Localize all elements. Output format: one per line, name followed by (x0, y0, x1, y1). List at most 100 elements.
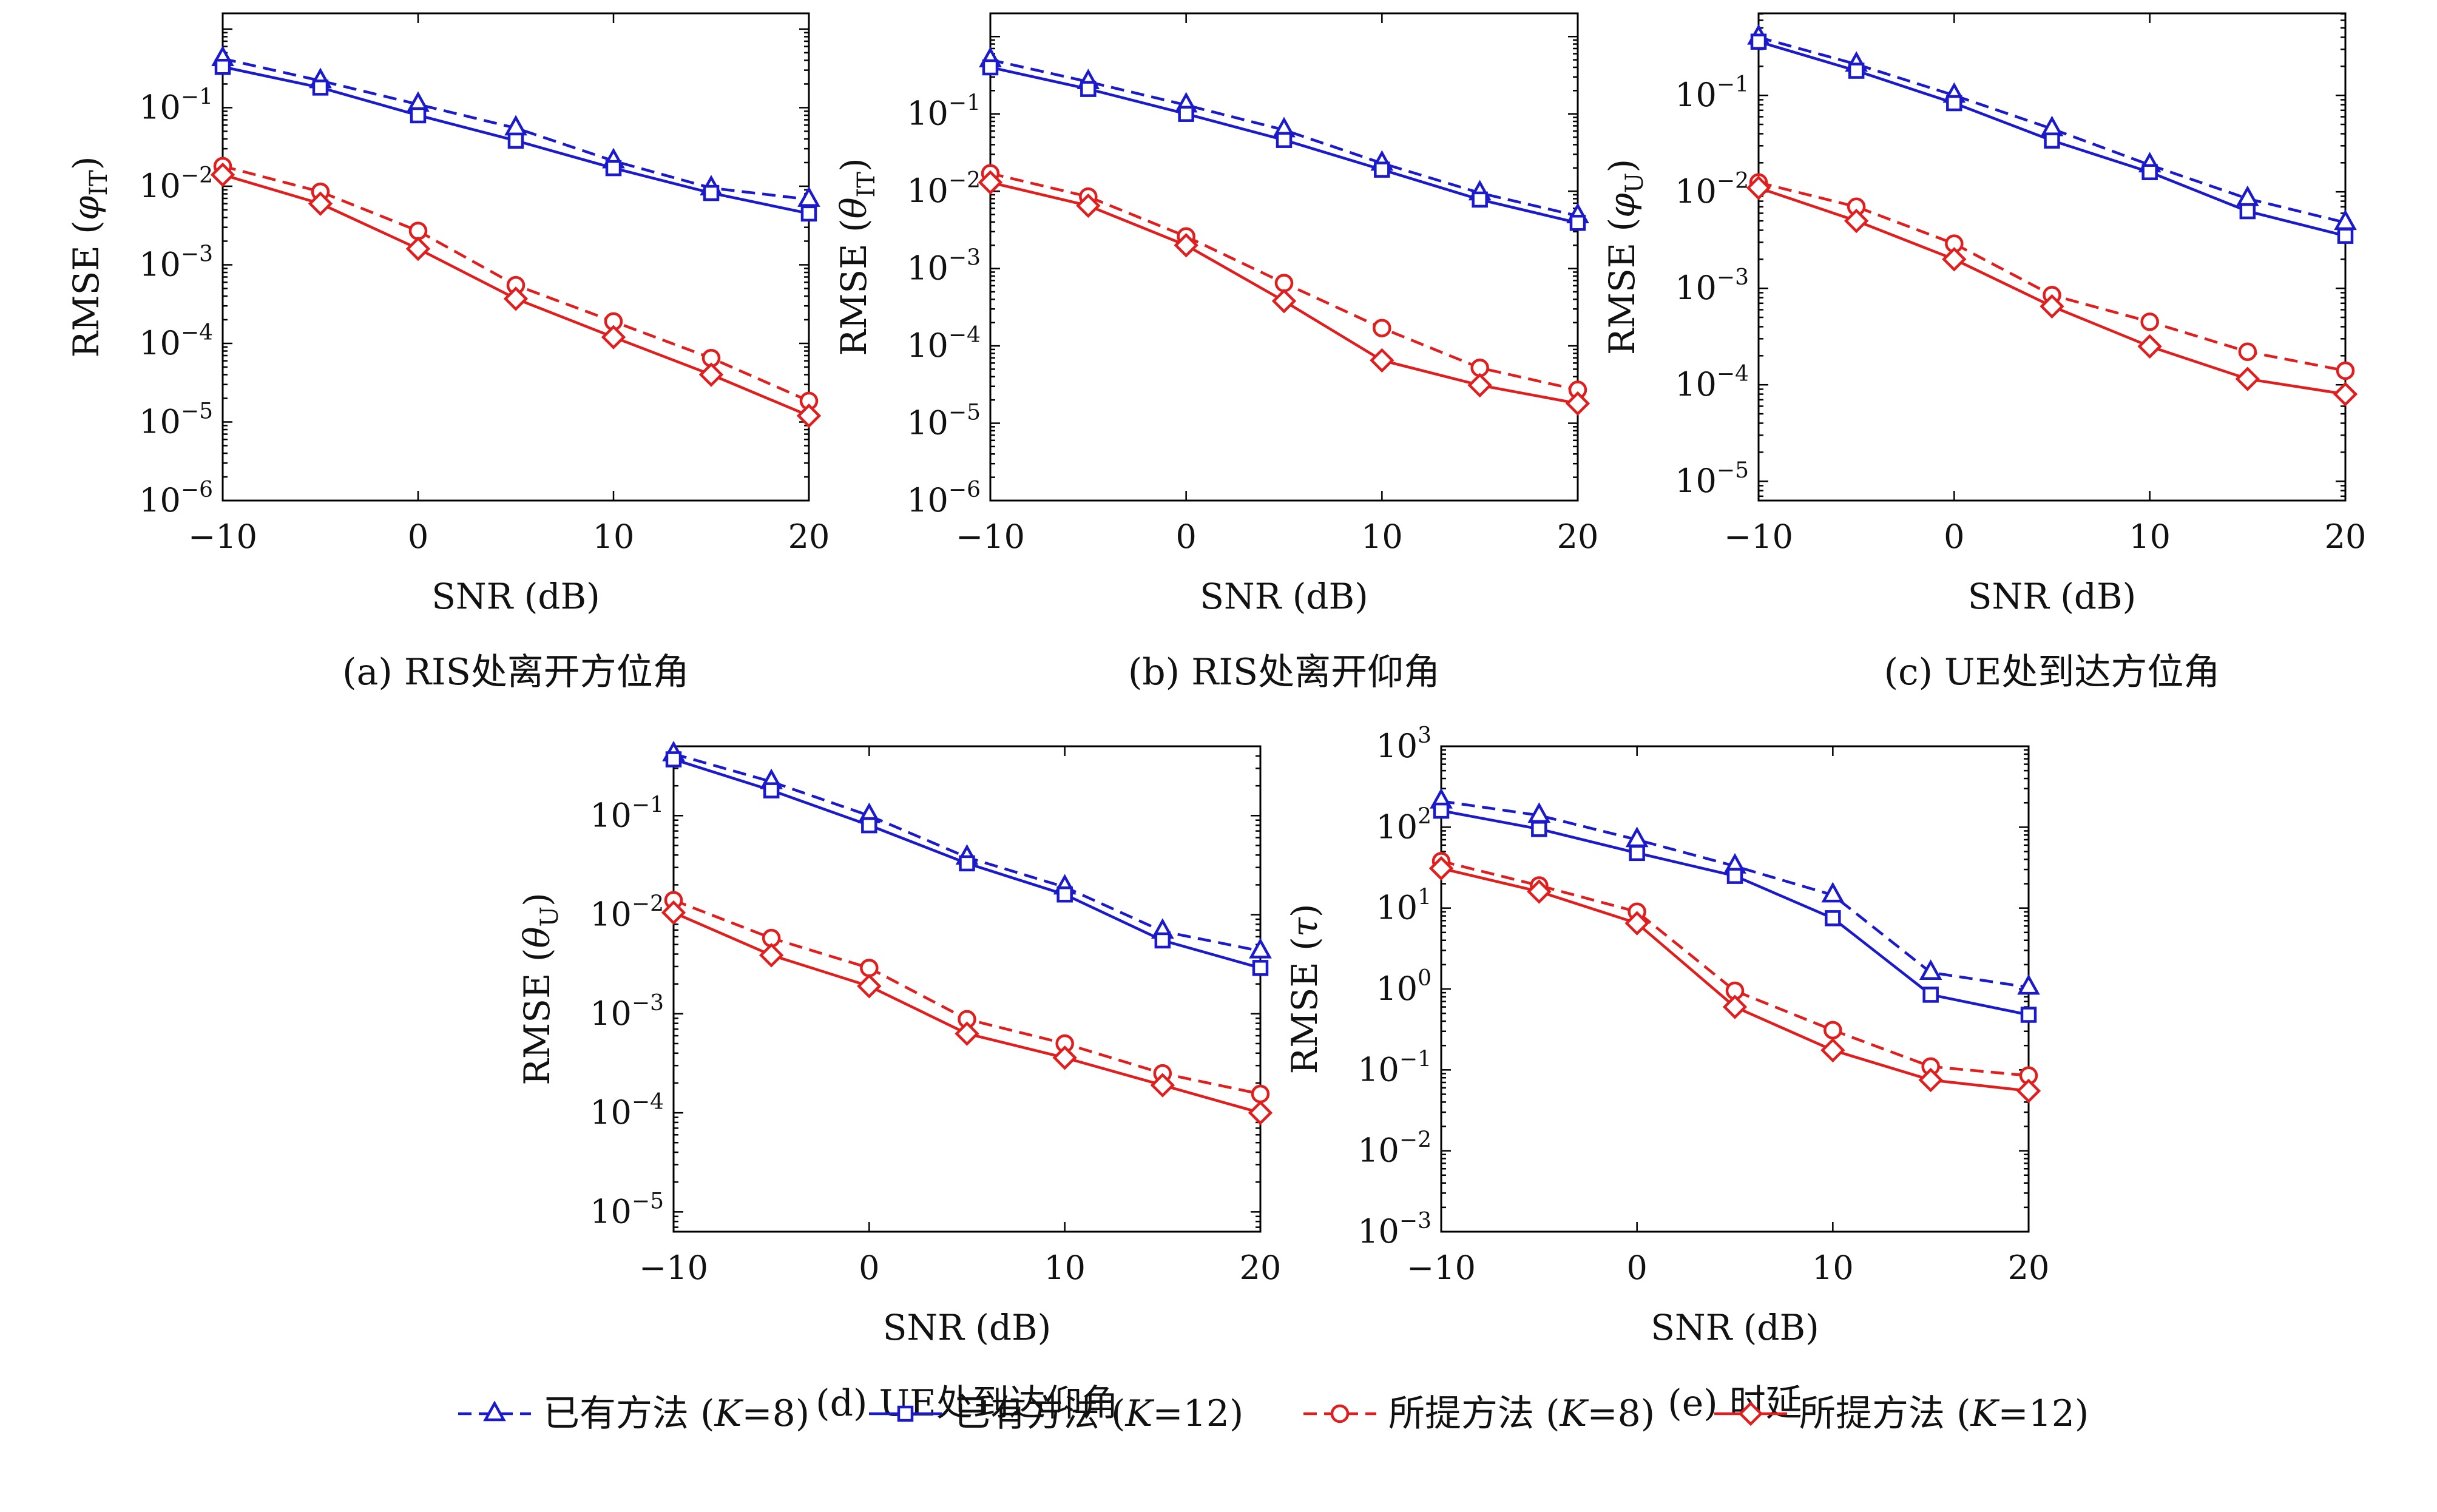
y-tick-exponent: −3 (1399, 1209, 1431, 1234)
legend-label-prefix: 已有方法 ( (954, 1392, 1125, 1435)
data-point (1821, 882, 1845, 903)
y-tick-label: 10−1 (590, 792, 664, 834)
y-tick-label: 10−3 (139, 241, 213, 283)
series-s1 (662, 740, 1272, 959)
legend-item-s4: 所提方法 (K=12) (1714, 1392, 2089, 1435)
y-tick-label: 10−4 (590, 1090, 664, 1132)
data-point (2040, 294, 2064, 319)
series-s4 (210, 162, 822, 428)
y-tick-label: 10−1 (1357, 1047, 1431, 1088)
legend-label-param: K (714, 1392, 743, 1435)
y-tick-exponent: −1 (181, 84, 213, 109)
x-tick-label: 20 (1557, 518, 1599, 556)
series-s3 (981, 164, 1587, 399)
x-tick-label: −10 (956, 518, 1025, 556)
series-s1 (1430, 788, 2040, 995)
y-tick-label: 10−2 (590, 892, 664, 934)
data-point (1624, 911, 1649, 936)
y-tick-exponent: −4 (181, 320, 213, 345)
data-point (1076, 193, 1101, 218)
data-point (2017, 974, 2040, 995)
data-point (1472, 191, 1488, 208)
x-tick-label: 20 (1240, 1249, 1282, 1287)
y-tick-base: 10 (139, 481, 181, 519)
data-point (1271, 288, 1297, 314)
y-tick-exponent: −2 (948, 168, 981, 193)
y-tick-base: 10 (139, 88, 181, 126)
series-s2 (665, 751, 1269, 976)
y-tick-exponent: −4 (632, 1090, 664, 1115)
y-tick-label: 10−1 (1675, 72, 1749, 114)
y-tick-exponent: −1 (632, 792, 664, 817)
data-point (308, 191, 333, 216)
subfigure-caption: (a) RIS处离开方位角 (342, 651, 689, 694)
data-point (1174, 233, 1198, 258)
y-tick-exponent: −2 (1399, 1128, 1431, 1153)
plot-frame (672, 745, 1262, 1233)
data-point (2140, 312, 2159, 331)
x-tick-label: 10 (593, 518, 635, 556)
data-point (214, 59, 231, 75)
y-tick-exponent: −1 (948, 91, 981, 116)
data-point (860, 959, 879, 977)
plot-frame (989, 12, 1579, 502)
data-point (1531, 821, 1547, 837)
y-label-subscript: IT (853, 172, 880, 198)
y-tick-base: 10 (590, 796, 632, 834)
x-tick-label: 10 (1361, 518, 1403, 556)
plot-frame (221, 12, 810, 502)
y-tick-exponent: −3 (1717, 265, 1749, 290)
legend-swatch-marker (1330, 1404, 1350, 1423)
data-point (759, 943, 784, 968)
y-label-main: RMSE ( (1284, 937, 1325, 1074)
series-s4 (1746, 175, 2358, 407)
x-axis-label: SNR (dB) (1968, 576, 2137, 617)
data-point (1569, 215, 1586, 231)
data-point (1919, 959, 1942, 980)
data-point (661, 900, 686, 925)
data-point (1150, 1073, 1175, 1098)
x-tick-label: −10 (639, 1249, 708, 1287)
data-point (408, 221, 428, 240)
data-point (2235, 366, 2260, 391)
x-tick-label: 0 (1626, 1249, 1647, 1287)
data-point (1825, 910, 1841, 926)
legend-label: 所提方法 (K=12) (1799, 1392, 2089, 1435)
y-tick-exponent: −2 (632, 892, 664, 917)
y-tick-exponent: −4 (1717, 362, 1749, 386)
y-tick-exponent: −5 (632, 1189, 664, 1213)
data-point (857, 974, 882, 999)
y-tick-exponent: −5 (181, 399, 213, 424)
data-point (410, 107, 427, 124)
y-label-close: ) (66, 157, 107, 170)
data-point (1249, 937, 1272, 959)
y-tick-exponent: 2 (1418, 804, 1431, 829)
data-point (601, 325, 626, 349)
y-tick-base: 10 (907, 326, 948, 365)
x-tick-label: −10 (1407, 1249, 1476, 1287)
legend-label-prefix: 已有方法 ( (543, 1392, 714, 1435)
y-tick-base: 10 (1675, 365, 1717, 403)
y-tick-label: 10−3 (907, 246, 981, 288)
plot-frame (1757, 12, 2347, 502)
data-point (1918, 1067, 1943, 1093)
x-tick-label: 0 (1175, 518, 1196, 556)
data-point (1746, 175, 1771, 200)
data-point (763, 782, 780, 798)
data-point (1154, 932, 1171, 949)
y-tick-label: 10−1 (907, 91, 981, 133)
x-axis-label: SNR (dB) (1651, 1307, 1819, 1348)
series-s3 (1749, 173, 2355, 380)
y-tick-base: 10 (1376, 889, 1418, 927)
series-s3 (664, 891, 1270, 1104)
y-tick-exponent: −5 (948, 400, 981, 425)
subfigure-caption: (b) RIS处离开仰角 (1128, 651, 1440, 694)
y-axis-label: RMSE (τ) (1284, 904, 1325, 1075)
data-point (1922, 987, 1939, 1003)
legend-swatch-marker (1738, 1401, 1763, 1426)
data-point (1844, 208, 1869, 234)
series-s4 (661, 900, 1273, 1126)
